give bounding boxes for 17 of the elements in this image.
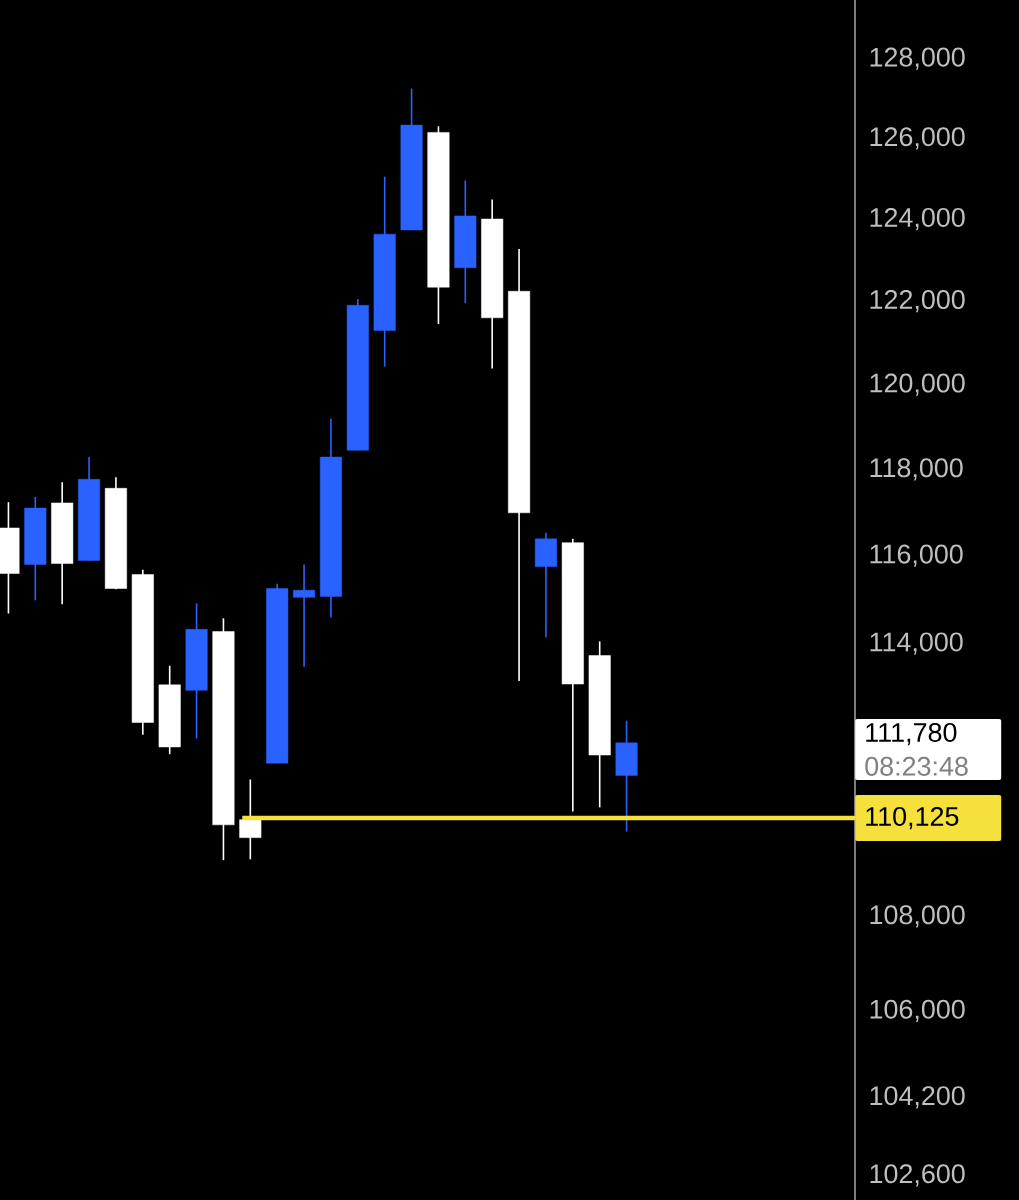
y-tick-label: 122,000 — [870, 290, 965, 313]
y-tick-label: 120,000 — [870, 373, 965, 396]
y-tick-label: 108,000 — [870, 905, 965, 928]
text: 111,780 — [866, 722, 957, 746]
text: 08:23:48 — [865, 756, 968, 776]
y-tick-label: 118,000 — [870, 458, 963, 481]
y-tick-label: 114,000 — [870, 632, 963, 655]
y-tick-label: 124,000 — [870, 207, 965, 231]
candlestick — [293, 563, 316, 668]
y-tick-label: 126,000 — [870, 127, 965, 150]
y-tick-label: 106,000 — [870, 999, 965, 1022]
y-tick-label: 128,000 — [870, 47, 965, 70]
y-tick-label: 104,200 — [870, 1086, 965, 1109]
y-tick-label: 102,600 — [870, 1164, 965, 1187]
y-tick-label: 116,000 — [870, 544, 963, 567]
ref-line-label: 110,125 — [866, 806, 959, 830]
candlestick — [239, 778, 262, 861]
